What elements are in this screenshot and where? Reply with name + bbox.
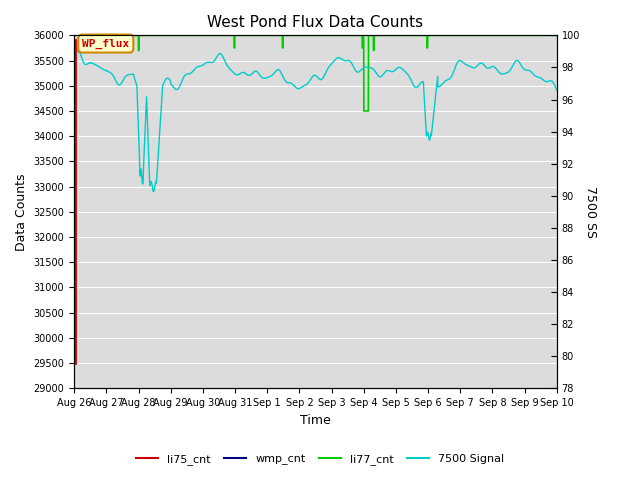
Legend: li75_cnt, wmp_cnt, li77_cnt, 7500 Signal: li75_cnt, wmp_cnt, li77_cnt, 7500 Signal [131,450,509,469]
Y-axis label: 7500 SS: 7500 SS [584,186,596,238]
Y-axis label: Data Counts: Data Counts [15,173,28,251]
X-axis label: Time: Time [300,414,331,427]
Text: WP_flux: WP_flux [82,38,129,48]
Title: West Pond Flux Data Counts: West Pond Flux Data Counts [207,15,424,30]
